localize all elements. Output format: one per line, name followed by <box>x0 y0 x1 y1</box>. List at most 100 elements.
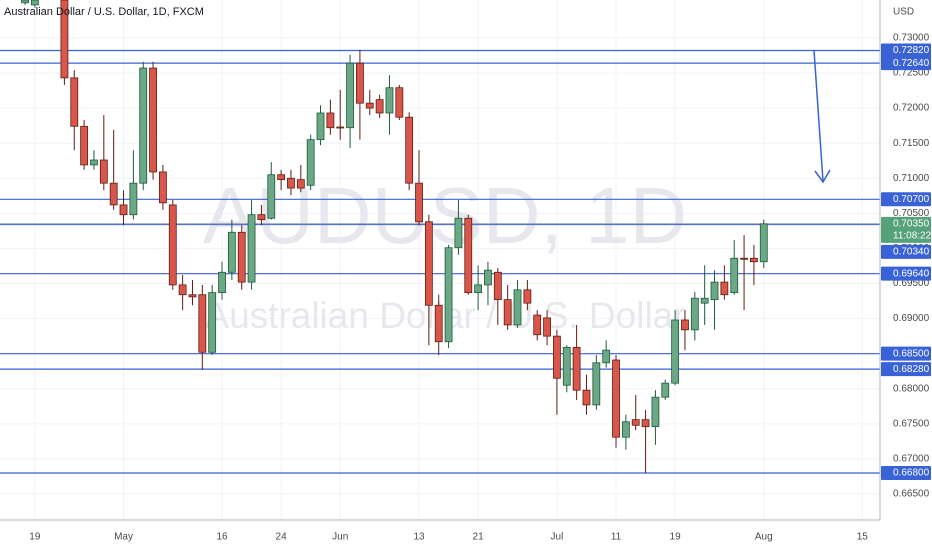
candle-body <box>434 304 443 343</box>
x-tick-label: 13 <box>413 532 425 543</box>
currency-label: USD <box>893 7 914 18</box>
level-label-bg <box>881 465 931 480</box>
level-label: 0.69640 <box>893 268 930 279</box>
level-label: 0.70700 <box>893 194 930 205</box>
candle-body <box>602 349 611 364</box>
candle-body <box>237 231 246 283</box>
candle-body <box>336 126 345 129</box>
candle-body <box>178 284 187 296</box>
y-tick-label: 0.67000 <box>893 454 930 465</box>
candle-body <box>316 112 325 141</box>
x-tick-label: 21 <box>473 532 485 543</box>
y-tick-label: 0.67500 <box>893 419 930 430</box>
y-tick-label: 0.69500 <box>893 278 930 289</box>
candle-body <box>159 171 167 204</box>
candle-body <box>80 125 89 166</box>
candle-body <box>267 174 276 219</box>
level-label: 0.72640 <box>893 58 930 69</box>
level-label: 0.72820 <box>893 45 930 56</box>
candle-body <box>99 159 108 184</box>
x-tick-label: 24 <box>276 532 288 543</box>
y-tick-label: 0.71000 <box>893 173 930 184</box>
candle-body <box>730 257 739 294</box>
x-tick-label: 11 <box>611 532 622 543</box>
price-label-bg <box>881 216 931 243</box>
levels <box>0 49 880 474</box>
level-label-bg <box>881 43 931 58</box>
candle-body <box>405 116 414 184</box>
x-tick-label: 19 <box>670 532 682 543</box>
candle-body <box>60 0 69 79</box>
chart-title: Australian Dollar / U.S. Dollar, 1D, FXC… <box>4 6 204 18</box>
candle-body <box>287 177 295 189</box>
arrow-annotation <box>813 49 831 184</box>
candle-body <box>139 67 148 184</box>
x-tick-label: 15 <box>857 532 869 543</box>
level-label: 0.66800 <box>893 468 930 479</box>
candle-body <box>503 299 512 326</box>
y-tick-label: 0.72000 <box>893 103 930 114</box>
y-tick-label: 0.66500 <box>893 489 930 500</box>
watermark-symbol: AUDUSD, 1D <box>203 171 688 260</box>
level-label: 0.70340 <box>893 247 930 258</box>
level-label-bg <box>881 362 931 377</box>
level-label: 0.68500 <box>893 348 930 359</box>
candle-body <box>30 0 39 6</box>
level-label: 0.68280 <box>893 364 930 375</box>
y-tick-label: 0.72500 <box>893 68 930 79</box>
candle-body <box>129 182 138 216</box>
x-tick-label: 19 <box>29 532 41 543</box>
candle-body <box>385 87 394 114</box>
candle-body <box>553 335 561 379</box>
candle-body <box>513 289 522 326</box>
candle-body <box>523 289 532 304</box>
y-tick-label: 0.69000 <box>893 313 930 324</box>
candle-body <box>257 214 266 221</box>
x-tick-label: 16 <box>216 532 228 543</box>
candle-body <box>533 314 542 336</box>
candle-body <box>365 102 374 109</box>
candle-body <box>562 346 571 386</box>
candle-body <box>710 281 719 301</box>
candle-body <box>759 223 768 263</box>
y-tick-label: 0.73000 <box>893 33 930 44</box>
candle-body <box>415 182 423 223</box>
candle-body <box>641 419 650 428</box>
candle-body <box>720 281 729 296</box>
level-label-bg <box>881 244 931 259</box>
candle-body <box>592 362 601 406</box>
candle-body <box>572 346 581 391</box>
candle-body <box>661 382 670 398</box>
candle-body <box>375 99 384 114</box>
candle-body <box>198 294 207 353</box>
level-label-bg <box>881 346 931 361</box>
candle-body <box>208 292 217 353</box>
candle-body <box>70 77 79 127</box>
candle-body <box>690 297 699 331</box>
candle-body <box>227 231 236 273</box>
candle-body <box>671 319 680 384</box>
candle-body <box>464 217 473 294</box>
candle-body <box>119 204 128 216</box>
candle-body <box>444 247 453 343</box>
candle-body <box>188 294 197 298</box>
candle-body <box>750 257 758 263</box>
time-axis-bg <box>0 520 880 550</box>
candles <box>21 0 768 473</box>
candle-body <box>326 112 335 129</box>
arrow-head <box>814 169 831 184</box>
y-tick-label: 0.71500 <box>893 138 930 149</box>
x-tick-label: Aug <box>755 532 773 543</box>
level-label-bg <box>881 192 931 207</box>
level-label-bg <box>881 56 931 71</box>
price-label: 0.70350 <box>893 219 930 230</box>
price-countdown: 11:08:22 <box>893 231 932 242</box>
y-tick-label: 0.68000 <box>893 383 930 394</box>
candle-body <box>296 179 305 189</box>
x-tick-label: May <box>114 532 133 543</box>
candle-body <box>90 159 98 166</box>
candle-body <box>306 139 315 186</box>
candle-body <box>484 269 492 286</box>
candle-body <box>277 174 286 181</box>
